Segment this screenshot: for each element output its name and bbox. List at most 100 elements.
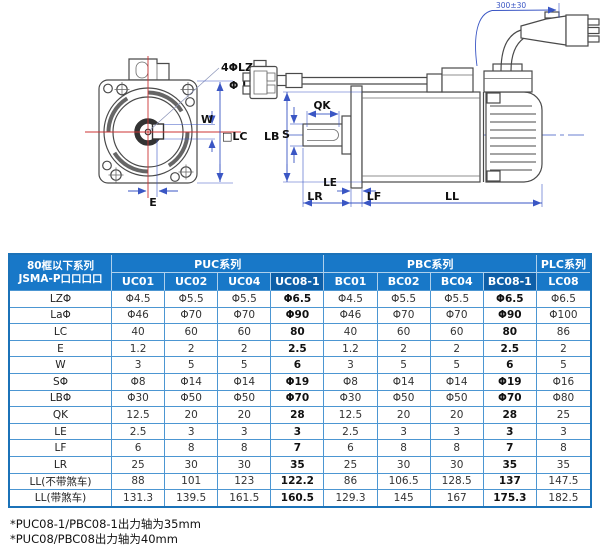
spec-cell: Φ70 <box>271 390 325 408</box>
spec-cell: 131.3 <box>112 490 166 506</box>
row-label: LBΦ <box>10 390 112 408</box>
spec-cell: 6 <box>324 440 378 457</box>
spec-cell: 5 <box>430 357 484 374</box>
spec-cell: Φ50 <box>218 390 272 408</box>
spec-cell: 5 <box>218 357 272 374</box>
spec-cell: 12.5 <box>112 407 166 424</box>
spec-table: 80框以下系列 JSMA-P口口口口 PUC系列 PBC系列 PLC系列 UC01 UC02… <box>8 253 592 508</box>
spec-cell: 3 <box>430 423 484 441</box>
spec-cell: Φ14 <box>430 373 484 391</box>
spec-cell: Φ70 <box>377 307 431 325</box>
spec-cell: 20 <box>377 407 431 424</box>
cooling-fins <box>490 105 536 171</box>
spec-cell: 101 <box>165 473 219 491</box>
model-header: LC08 <box>536 273 590 291</box>
spec-cell: 20 <box>430 407 484 424</box>
footnote: *PUC08/PBC08出力轴为40mm <box>10 531 178 546</box>
table-row: LF 6 8 8 7 6 8 8 7 8 <box>10 440 590 457</box>
spec-cell: 8 <box>430 440 484 457</box>
row-label: LR <box>10 456 112 474</box>
spec-cell: Φ80 <box>536 390 590 408</box>
model-header: BC01 <box>324 273 378 291</box>
footnotes: *PUC08-1/PBC08-1出力轴为35mm *PUC08/PBC08出力轴为… <box>10 517 201 546</box>
table-row: SΦ Φ8 Φ14 Φ14 Φ19 Φ8 Φ14 Φ14 Φ19 Φ16 <box>10 373 590 391</box>
bolt-holes-label: 4ΦLZ <box>221 61 253 74</box>
offset-label: E <box>149 196 157 209</box>
spec-cell: 123 <box>218 473 272 491</box>
spec-cell: Φ70 <box>483 390 537 408</box>
spec-cell: 30 <box>218 456 272 474</box>
series-group-header: PUC系列 <box>112 255 325 273</box>
spec-cell: 5 <box>377 357 431 374</box>
table-row: LL(带煞车) 131.3 139.5 161.5 160.5 129.3 145 167 17… <box>10 490 590 506</box>
spec-table-body: LZΦ Φ4.5 Φ5.5 Φ5.5 Φ6.5 Φ4.5 Φ5.5 Φ5.5 Φ6.5 Φ6.5 L… <box>10 291 590 506</box>
spec-cell: 1.2 <box>112 340 166 358</box>
flange-size-label: □LC <box>222 130 247 143</box>
spec-cell: Φ4.5 <box>112 291 166 308</box>
spec-cell: 145 <box>377 490 431 506</box>
table-row: LR 25 30 30 35 25 30 30 35 35 <box>10 456 590 474</box>
pilot-diameter-label: LB <box>264 130 279 143</box>
spec-cell: Φ16 <box>536 373 590 391</box>
shaft-diameter-label: S <box>282 128 290 141</box>
spec-cell: 40 <box>324 324 378 341</box>
row-label: SΦ <box>10 373 112 391</box>
spec-cell: 40 <box>112 324 166 341</box>
spec-cell: Φ6.5 <box>536 291 590 308</box>
spec-cell: 129.3 <box>324 490 378 506</box>
motor-body <box>361 91 485 183</box>
spec-cell: Φ46 <box>112 307 166 325</box>
spec-cell: Φ50 <box>377 390 431 408</box>
spec-cell: Φ14 <box>377 373 431 391</box>
spec-cell: 7 <box>483 440 537 457</box>
spec-cell: 6 <box>112 440 166 457</box>
spec-cell: 2 <box>430 340 484 358</box>
spec-cell: 1.2 <box>324 340 378 358</box>
power-cable <box>483 11 600 93</box>
spec-cell: Φ30 <box>112 390 166 408</box>
spec-cell: Φ46 <box>324 307 378 325</box>
table-row: LaΦ Φ46 Φ70 Φ70 Φ90 Φ46 Φ70 Φ70 Φ90 Φ100 <box>10 307 590 325</box>
table-row: LE 2.5 3 3 3 2.5 3 3 3 3 <box>10 423 590 441</box>
footnote: *PUC08-1/PBC08-1出力轴为35mm <box>10 517 201 531</box>
spec-cell: Φ90 <box>483 307 537 325</box>
spec-cell: 167 <box>430 490 484 506</box>
spec-cell: 12.5 <box>324 407 378 424</box>
row-label: LL(不带煞车) <box>10 473 112 491</box>
mounting-holes <box>102 82 196 183</box>
spec-cell: Φ4.5 <box>324 291 378 308</box>
corner-header-line: 80框以下系列 <box>26 259 95 272</box>
spec-cell: 2.5 <box>112 423 166 441</box>
spec-cell: 86 <box>536 324 590 341</box>
series-group-header: PLC系列 <box>536 255 590 273</box>
spec-table-head: 80框以下系列 JSMA-P口口口口 PUC系列 PBC系列 PLC系列 UC01 UC02… <box>10 255 590 291</box>
cable-length-dimension: 300±30 <box>475 1 560 67</box>
spec-cell: 60 <box>377 324 431 341</box>
spec-cell: 2 <box>165 340 219 358</box>
model-header: UC04 <box>218 273 272 291</box>
spec-cell: 28 <box>483 407 537 424</box>
spec-cell: 137 <box>483 473 537 491</box>
spec-cell: 20 <box>165 407 219 424</box>
spec-cell: 2.5 <box>324 423 378 441</box>
spec-cell: 3 <box>536 423 590 441</box>
spec-cell: 80 <box>271 324 325 341</box>
bottom-dimensions: LR LF LL <box>302 148 543 207</box>
table-row: QK 12.5 20 20 28 12.5 20 20 28 25 <box>10 407 590 424</box>
s-dimension: S <box>282 107 303 163</box>
spec-cell: 139.5 <box>165 490 219 506</box>
spec-cell: 8 <box>377 440 431 457</box>
qk-dimension: QK <box>306 100 340 127</box>
row-label: W <box>10 357 112 374</box>
spec-cell: Φ5.5 <box>218 291 272 308</box>
spec-cell: 25 <box>112 456 166 474</box>
spec-cell: 5 <box>165 357 219 374</box>
spec-cell: 60 <box>165 324 219 341</box>
table-row: LZΦ Φ4.5 Φ5.5 Φ5.5 Φ6.5 Φ4.5 Φ5.5 Φ5.5 Φ6.5 Φ6.5 <box>10 291 590 308</box>
side-view: 300±30 LB S <box>242 1 600 207</box>
shaft-length-label: LR <box>307 190 323 203</box>
encoder-cable <box>242 59 474 100</box>
spec-cell: 3 <box>324 357 378 374</box>
